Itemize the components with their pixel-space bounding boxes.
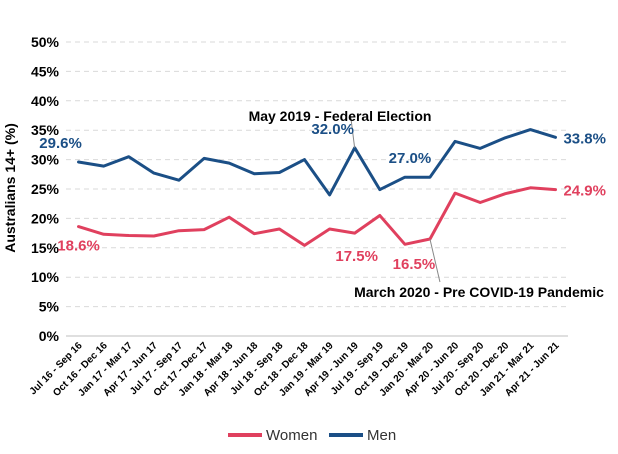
data-label: 24.9%	[563, 183, 606, 200]
y-tick-label: 40%	[31, 93, 60, 109]
gridlines	[66, 41, 568, 308]
y-tick-label: 35%	[31, 122, 60, 138]
y-axis-label: Australians 14+ (%)	[2, 123, 18, 253]
y-tick-label: 25%	[31, 181, 60, 197]
y-tick-label: 30%	[31, 152, 60, 168]
data-label: 18.6%	[57, 238, 100, 255]
series-line-women	[77, 186, 557, 247]
annotation-pre-covid: March 2020 - Pre COVID-19 Pandemic	[354, 284, 604, 300]
legend-men-label: Men	[367, 427, 396, 444]
data-label: 16.5%	[393, 256, 436, 273]
data-label: 27.0%	[389, 150, 432, 167]
y-tick-label: 45%	[31, 63, 60, 79]
legend-women-label: Women	[266, 427, 317, 444]
election-leader-line	[350, 115, 356, 148]
data-labels: 29.6% 32.0% 27.0% 33.8% 18.6% 17.5% 16.5% 24.9%	[39, 121, 606, 273]
legend: Women Men	[228, 427, 396, 444]
series-line-men	[77, 128, 557, 197]
y-tick-label: 10%	[31, 269, 60, 285]
y-tick-label: 5%	[39, 299, 60, 315]
data-label: 17.5%	[335, 248, 378, 265]
data-label: 32.0%	[311, 121, 354, 138]
y-tick-label: 15%	[31, 240, 60, 256]
covid-leader-line	[429, 238, 441, 283]
annotation-leader-lines	[350, 115, 441, 283]
annotation-federal-election: May 2019 - Federal Election	[249, 108, 432, 124]
y-tick-label: 50%	[31, 34, 60, 50]
y-tick-label: 20%	[31, 210, 60, 226]
y-tick-label: 0%	[39, 328, 60, 344]
y-axis-tick-labels: 0% 5% 10% 15% 20% 25% 30% 35% 40% 45% 50%	[31, 34, 60, 344]
series-lines	[77, 128, 557, 247]
data-label: 29.6%	[39, 135, 82, 152]
data-label: 33.8%	[563, 130, 606, 147]
